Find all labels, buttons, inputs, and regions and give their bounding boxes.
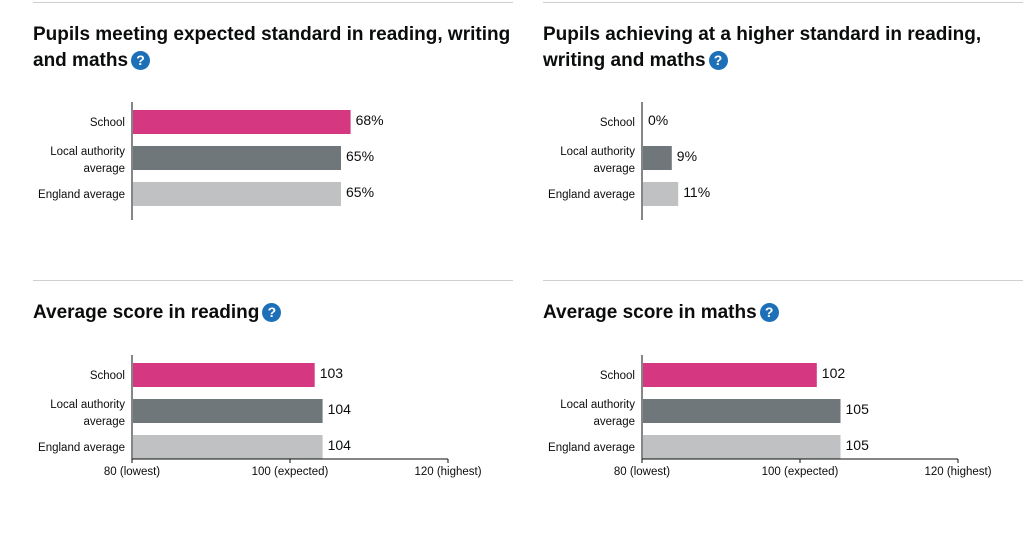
category-label-school: School [600,370,635,382]
value-label-school: 102 [822,365,846,381]
chart-panel-maths-score: Average score in maths? School 102 Local a… [543,280,1023,530]
bar-chart: School 68% Local authority average 65% Englan… [38,102,384,220]
bar-england [643,182,679,206]
bar-local-authority [643,399,841,423]
chart-title-text: Pupils achieving at a higher standard in… [543,24,982,71]
x-tick-label: 120 (highest) [414,466,481,478]
section-divider [33,280,513,281]
help-icon[interactable]: ? [759,303,779,322]
category-label-local-authority: Local authority average [560,146,635,175]
category-label-england: England average [548,189,635,201]
chart-title-text: Pupils meeting expected standard in read… [33,24,511,71]
section-divider [543,280,1023,281]
category-label-school: School [90,370,125,382]
chart-title: Average score in maths? [543,300,1023,326]
chart-panel-expected-standard: Pupils meeting expected standard in read… [33,2,513,272]
value-label-local-authority: 65% [346,148,374,164]
category-label-local-authority: Local authority average [50,399,125,428]
bar-local-authority [133,399,323,423]
value-label-local-authority: 105 [846,401,870,417]
bar-school [133,110,351,134]
chart-title: Pupils achieving at a higher standard in… [543,22,1023,74]
bar-school [643,363,817,387]
chart-title: Average score in reading? [33,300,513,326]
chart-panel-reading-score: Average score in reading? School 103 Local… [33,280,513,530]
value-label-england: 105 [846,437,870,453]
help-icon[interactable]: ? [131,51,151,70]
value-label-local-authority: 104 [328,401,352,417]
category-label-local-authority: Local authority average [50,146,125,175]
chart-panel-higher-standard: Pupils achieving at a higher standard in… [543,2,1023,272]
section-divider [33,2,513,3]
value-label-school: 68% [356,112,384,128]
x-tick-label: 100 (expected) [252,466,329,478]
chart-title-text: Average score in maths [543,302,757,323]
category-label-england: England average [38,442,125,454]
bar-school [133,363,315,387]
bar-local-authority [643,146,672,170]
x-tick-label: 80 (lowest) [104,466,160,478]
x-tick-label: 120 (highest) [924,466,991,478]
value-label-local-authority: 9% [677,148,697,164]
category-label-school: School [90,117,125,129]
category-label-england: England average [548,442,635,454]
x-tick-label: 100 (expected) [762,466,839,478]
value-label-england: 65% [346,184,374,200]
bar-england [643,435,841,459]
category-label-england: England average [38,189,125,201]
bar-england [133,182,341,206]
bar-local-authority [133,146,341,170]
category-label-school: School [600,117,635,129]
chart-title-text: Average score in reading [33,302,260,323]
help-icon[interactable]: ? [708,51,728,70]
value-label-england: 104 [328,437,352,453]
chart-title: Pupils meeting expected standard in read… [33,22,513,74]
bar-chart: School 103 Local authority average 104 Englan… [38,355,482,478]
bar-chart: School 0% Local authority average 9% England … [548,102,710,220]
help-icon[interactable]: ? [262,303,282,322]
section-divider [543,2,1023,3]
value-label-school: 0% [648,112,668,128]
value-label-school: 103 [320,365,344,381]
x-tick-label: 80 (lowest) [614,466,670,478]
bar-chart: School 102 Local authority average 105 Englan… [548,355,992,478]
category-label-local-authority: Local authority average [560,399,635,428]
value-label-england: 11% [683,184,710,200]
bar-england [133,435,323,459]
